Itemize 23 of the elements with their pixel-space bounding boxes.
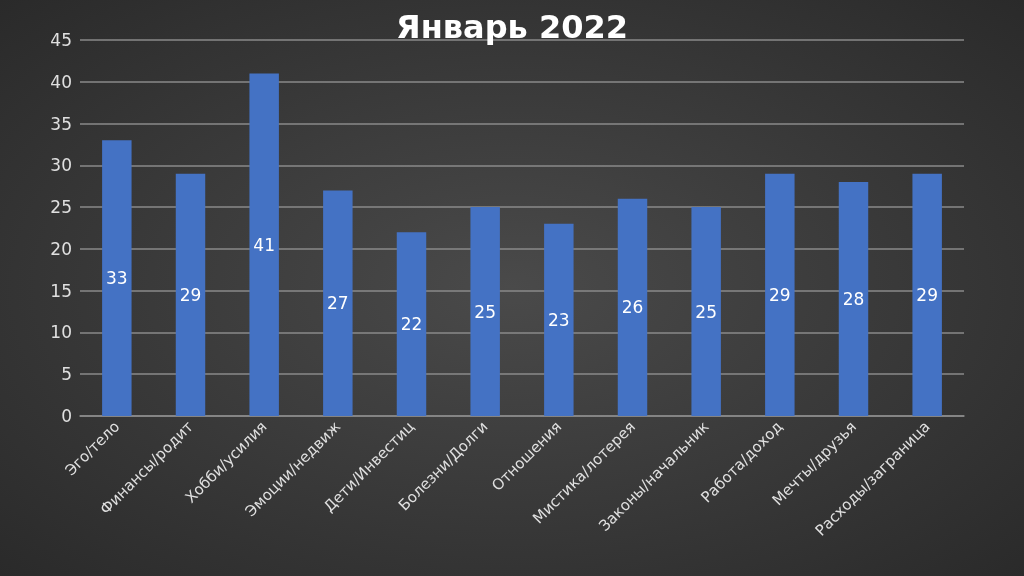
chart-title: Январь 2022 — [396, 8, 628, 46]
data-label: 33 — [106, 268, 128, 289]
data-label: 25 — [695, 301, 717, 322]
y-tick-label: 30 — [50, 155, 72, 176]
y-tick-label: 15 — [50, 280, 72, 301]
y-tick-label: 40 — [50, 71, 72, 92]
data-label: 23 — [548, 309, 570, 330]
data-label: 28 — [842, 289, 865, 310]
data-label: 25 — [474, 301, 496, 322]
y-tick-label: 25 — [50, 197, 72, 218]
data-label: 29 — [916, 284, 938, 305]
data-label: 29 — [769, 284, 791, 305]
y-tick-label: 35 — [50, 113, 72, 134]
y-tick-label: 45 — [50, 30, 72, 50]
y-tick-label: 20 — [50, 238, 72, 259]
data-label: 22 — [400, 314, 423, 335]
data-label: 29 — [179, 284, 202, 305]
data-label: 27 — [327, 293, 349, 314]
y-tick-label: 5 — [61, 364, 72, 385]
data-label: 41 — [253, 234, 275, 255]
data-label: 26 — [621, 297, 644, 318]
y-tick-label: 10 — [50, 322, 72, 343]
y-tick-label: 0 — [61, 406, 72, 426]
